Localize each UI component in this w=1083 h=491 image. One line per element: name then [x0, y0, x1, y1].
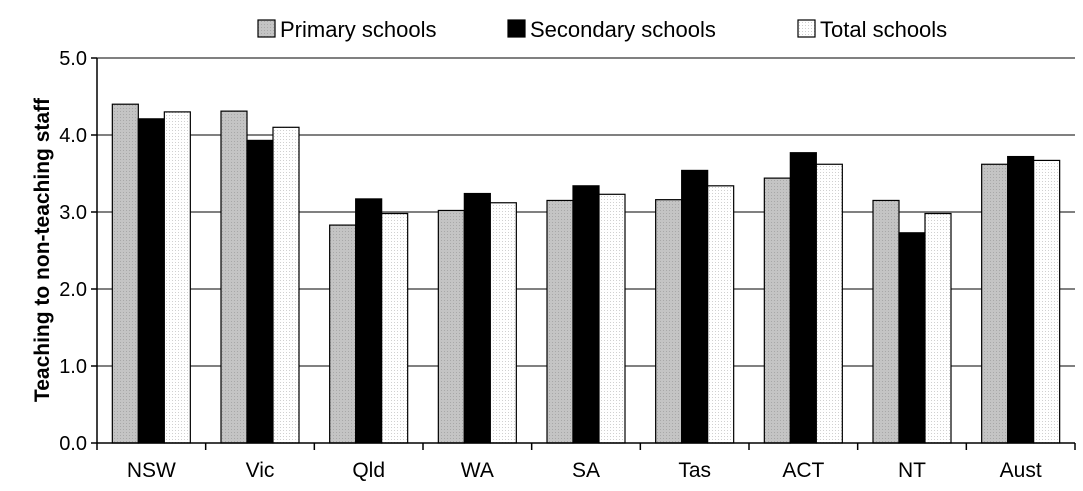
bar-total-schools-nt [924, 212, 952, 444]
x-tick-label-act: ACT [782, 459, 824, 482]
x-tick-label-sa: SA [572, 459, 600, 482]
y-axis-label: Teaching to non-teaching staff [31, 97, 54, 402]
bar-total-schools-vic [272, 126, 300, 444]
y-tick-label: 2.0 [59, 279, 87, 301]
bar-secondary-schools-nsw [137, 118, 165, 444]
legend-label-primary-schools: Primary schools [280, 17, 436, 42]
bar-primary-schools-qld [329, 224, 357, 444]
y-tick-labels: 0.0 1.0 2.0 3.0 4.0 5.0 [59, 48, 87, 455]
x-tick-label-vic: Vic [246, 459, 275, 482]
y-tick-label: 5.0 [59, 48, 87, 70]
x-tick-label-qld: Qld [352, 459, 385, 482]
x-tick-label-nt: NT [898, 459, 926, 482]
bar-secondary-schools-aust [1007, 155, 1035, 444]
bar-total-schools-tas [707, 185, 735, 444]
bars [111, 103, 1061, 444]
y-tick-label: 1.0 [59, 356, 87, 378]
x-tick-labels: NSW Vic Qld WA SA Tas ACT NT Aust [127, 459, 1042, 482]
legend-swatch-primary-schools [257, 19, 276, 38]
bar-primary-schools-act [763, 177, 791, 444]
bar-primary-schools-nsw [111, 103, 139, 444]
bar-total-schools-qld [381, 212, 409, 444]
bar-primary-schools-wa [437, 209, 465, 444]
y-tick-label: 4.0 [59, 125, 87, 147]
bar-primary-schools-vic [220, 110, 248, 444]
x-tick-label-wa: WA [461, 459, 494, 482]
legend-label-total-schools: Total schools [820, 17, 947, 42]
y-tick-label: 3.0 [59, 202, 87, 224]
bar-secondary-schools-vic [246, 139, 274, 444]
bar-total-schools-act [815, 163, 843, 444]
bar-total-schools-wa [489, 202, 517, 444]
y-tick-label: 0.0 [59, 433, 87, 455]
bar-secondary-schools-nt [898, 232, 926, 444]
bar-primary-schools-aust [981, 163, 1009, 444]
bar-total-schools-sa [598, 193, 626, 444]
x-tick-label-tas: Tas [678, 459, 711, 482]
bar-total-schools-nsw [163, 111, 191, 444]
axes [91, 57, 1076, 450]
legend-swatch-total-schools [797, 19, 816, 38]
bar-total-schools-aust [1033, 159, 1061, 444]
bar-primary-schools-nt [872, 199, 900, 444]
bar-secondary-schools-wa [463, 192, 491, 444]
bar-secondary-schools-sa [572, 185, 600, 444]
bar-secondary-schools-tas [681, 169, 709, 444]
x-tick-label-nsw: NSW [127, 459, 176, 482]
bar-primary-schools-tas [655, 199, 683, 444]
bar-secondary-schools-act [789, 152, 817, 444]
bar-primary-schools-sa [546, 199, 574, 444]
legend: Primary schools Secondary schools Total sc… [257, 17, 947, 42]
x-tick-label-aust: Aust [1000, 459, 1042, 482]
legend-swatch-secondary-schools [507, 19, 526, 38]
bar-secondary-schools-qld [355, 198, 383, 444]
legend-label-secondary-schools: Secondary schools [530, 17, 716, 42]
